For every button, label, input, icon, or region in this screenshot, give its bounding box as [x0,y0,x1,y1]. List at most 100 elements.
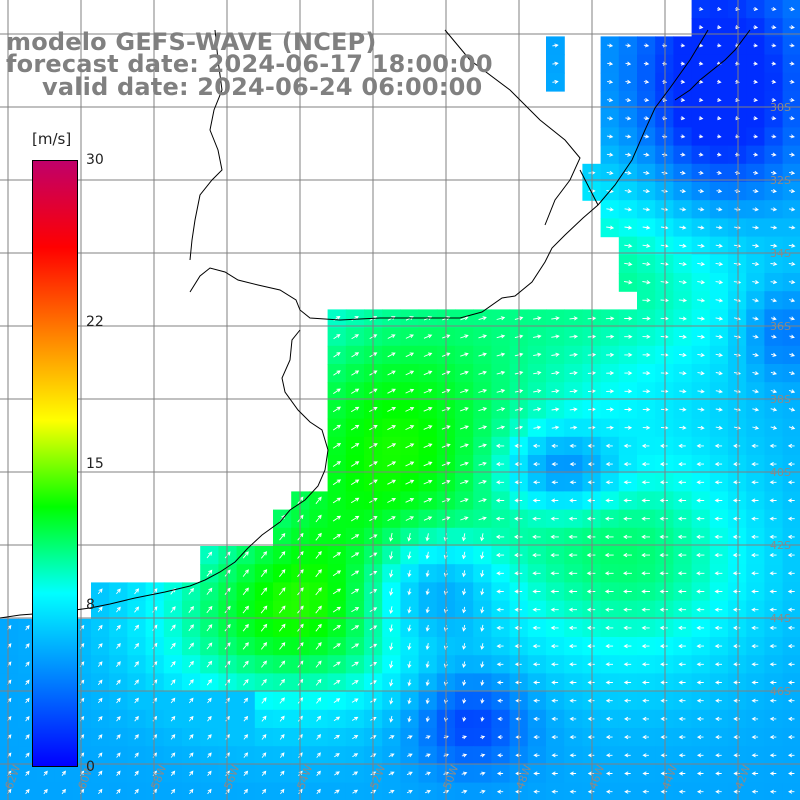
wind-vector [388,789,395,794]
wind-vector [134,624,140,631]
wind-vector [495,516,505,521]
wind-vector [787,716,795,721]
wind-vector [260,587,268,596]
wind-vector [604,553,614,558]
wind-vector [660,334,669,339]
wind-vector [787,680,795,685]
wind-vector [261,715,267,722]
wind-vector [389,569,394,578]
wind-vector [659,516,669,521]
wind-vector [389,532,394,542]
wind-vector [315,532,322,541]
wind-vector [152,606,158,613]
wind-vector [315,623,322,632]
wind-vector [751,443,759,448]
wind-vector [98,734,103,740]
wind-vector [423,352,433,357]
wind-vector [733,662,741,667]
wind-vector [478,443,488,448]
wind-vector [332,479,342,486]
wind-vector [771,116,777,121]
wind-vector [188,624,194,632]
wind-vector [606,134,614,139]
wind-vector [423,425,433,430]
wind-vector [698,6,704,12]
wind-vector [606,352,615,357]
latitude-label: 32S [770,174,791,187]
wind-vector [568,644,577,649]
wind-vector [279,697,285,704]
wind-vector [279,715,285,722]
wind-vector [789,352,795,357]
wind-vector [478,334,488,339]
wind-vector [332,624,341,631]
wind-vector [698,79,704,84]
wind-vector [569,352,578,357]
wind-vector [206,569,213,577]
colorbar [32,160,78,767]
wind-vector [497,753,503,758]
wind-vector [496,334,506,339]
wind-vector [641,644,650,649]
wind-vector [660,443,668,448]
wind-vector [641,607,650,612]
wind-vector [751,589,759,594]
wind-vector [207,715,212,722]
wind-vector [679,425,687,430]
wind-vector [714,662,722,667]
wind-vector [787,662,795,667]
wind-vector [771,79,777,84]
wind-vector [389,715,394,723]
wind-vector [680,61,686,66]
wind-vector [98,752,103,758]
wind-vector [660,371,669,376]
wind-vector [497,716,503,721]
wind-vector [751,553,759,558]
wind-vector [152,588,158,595]
wind-vector [696,716,704,721]
wind-vector [696,534,705,539]
wind-vector [771,134,777,139]
wind-vector [97,697,103,704]
wind-vector [279,752,285,758]
wind-vector [260,569,268,577]
wind-vector [568,589,578,594]
wind-vector [623,534,632,539]
wind-vector [569,389,578,394]
wind-vector [188,587,194,595]
wind-vector [623,607,632,612]
wind-vector [423,479,433,485]
wind-vector [605,334,615,339]
wind-vector [677,589,687,594]
wind-vector [479,753,486,758]
wind-vector [188,660,194,668]
wind-vector [134,606,140,613]
wind-vector [680,134,686,139]
wind-vector [787,571,795,576]
wind-vector [696,771,704,776]
wind-vector [332,442,342,449]
wind-vector [733,680,741,685]
wind-vector [351,388,360,394]
wind-vector [478,316,487,321]
wind-vector [715,716,722,721]
wind-vector [660,698,668,703]
wind-vector [623,698,631,703]
wind-vector [787,534,795,539]
wind-vector [623,443,632,448]
wind-vector [315,642,322,650]
wind-vector [406,789,413,794]
wind-vector [278,587,286,596]
wind-vector [387,516,396,522]
wind-vector [333,388,341,394]
wind-vector [425,588,430,596]
wind-vector [461,735,467,740]
wind-vector [696,698,704,703]
wind-vector [697,425,705,430]
wind-vector [134,715,139,722]
wind-vector [752,425,760,430]
wind-vector [279,642,286,650]
wind-vector [641,571,650,576]
wind-vector [407,642,412,651]
wind-vector [660,753,668,758]
